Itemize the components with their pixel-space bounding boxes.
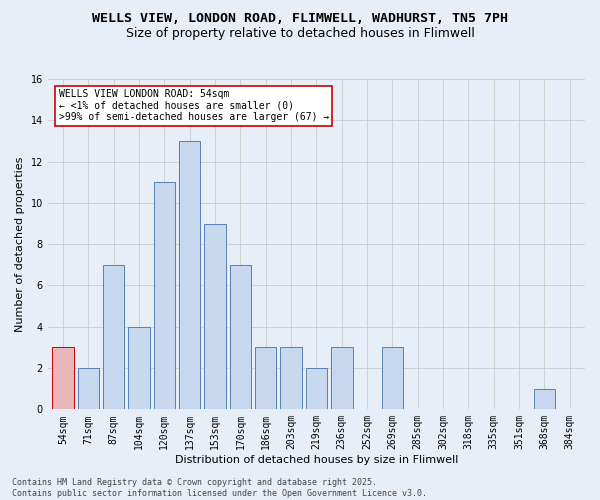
Bar xyxy=(255,348,277,410)
Bar xyxy=(77,368,99,410)
Bar xyxy=(204,224,226,410)
Bar xyxy=(331,348,353,410)
Text: WELLS VIEW LONDON ROAD: 54sqm
← <1% of detached houses are smaller (0)
>99% of s: WELLS VIEW LONDON ROAD: 54sqm ← <1% of d… xyxy=(59,89,329,122)
Bar xyxy=(128,327,150,409)
Bar xyxy=(52,348,74,410)
Text: Contains HM Land Registry data © Crown copyright and database right 2025.
Contai: Contains HM Land Registry data © Crown c… xyxy=(12,478,427,498)
X-axis label: Distribution of detached houses by size in Flimwell: Distribution of detached houses by size … xyxy=(175,455,458,465)
Bar xyxy=(533,388,555,409)
Bar xyxy=(230,265,251,410)
Bar xyxy=(280,348,302,410)
Text: Size of property relative to detached houses in Flimwell: Size of property relative to detached ho… xyxy=(125,28,475,40)
Y-axis label: Number of detached properties: Number of detached properties xyxy=(15,156,25,332)
Bar xyxy=(382,348,403,410)
Bar xyxy=(103,265,124,410)
Text: WELLS VIEW, LONDON ROAD, FLIMWELL, WADHURST, TN5 7PH: WELLS VIEW, LONDON ROAD, FLIMWELL, WADHU… xyxy=(92,12,508,26)
Bar xyxy=(305,368,327,410)
Bar xyxy=(154,182,175,410)
Bar xyxy=(179,141,200,409)
